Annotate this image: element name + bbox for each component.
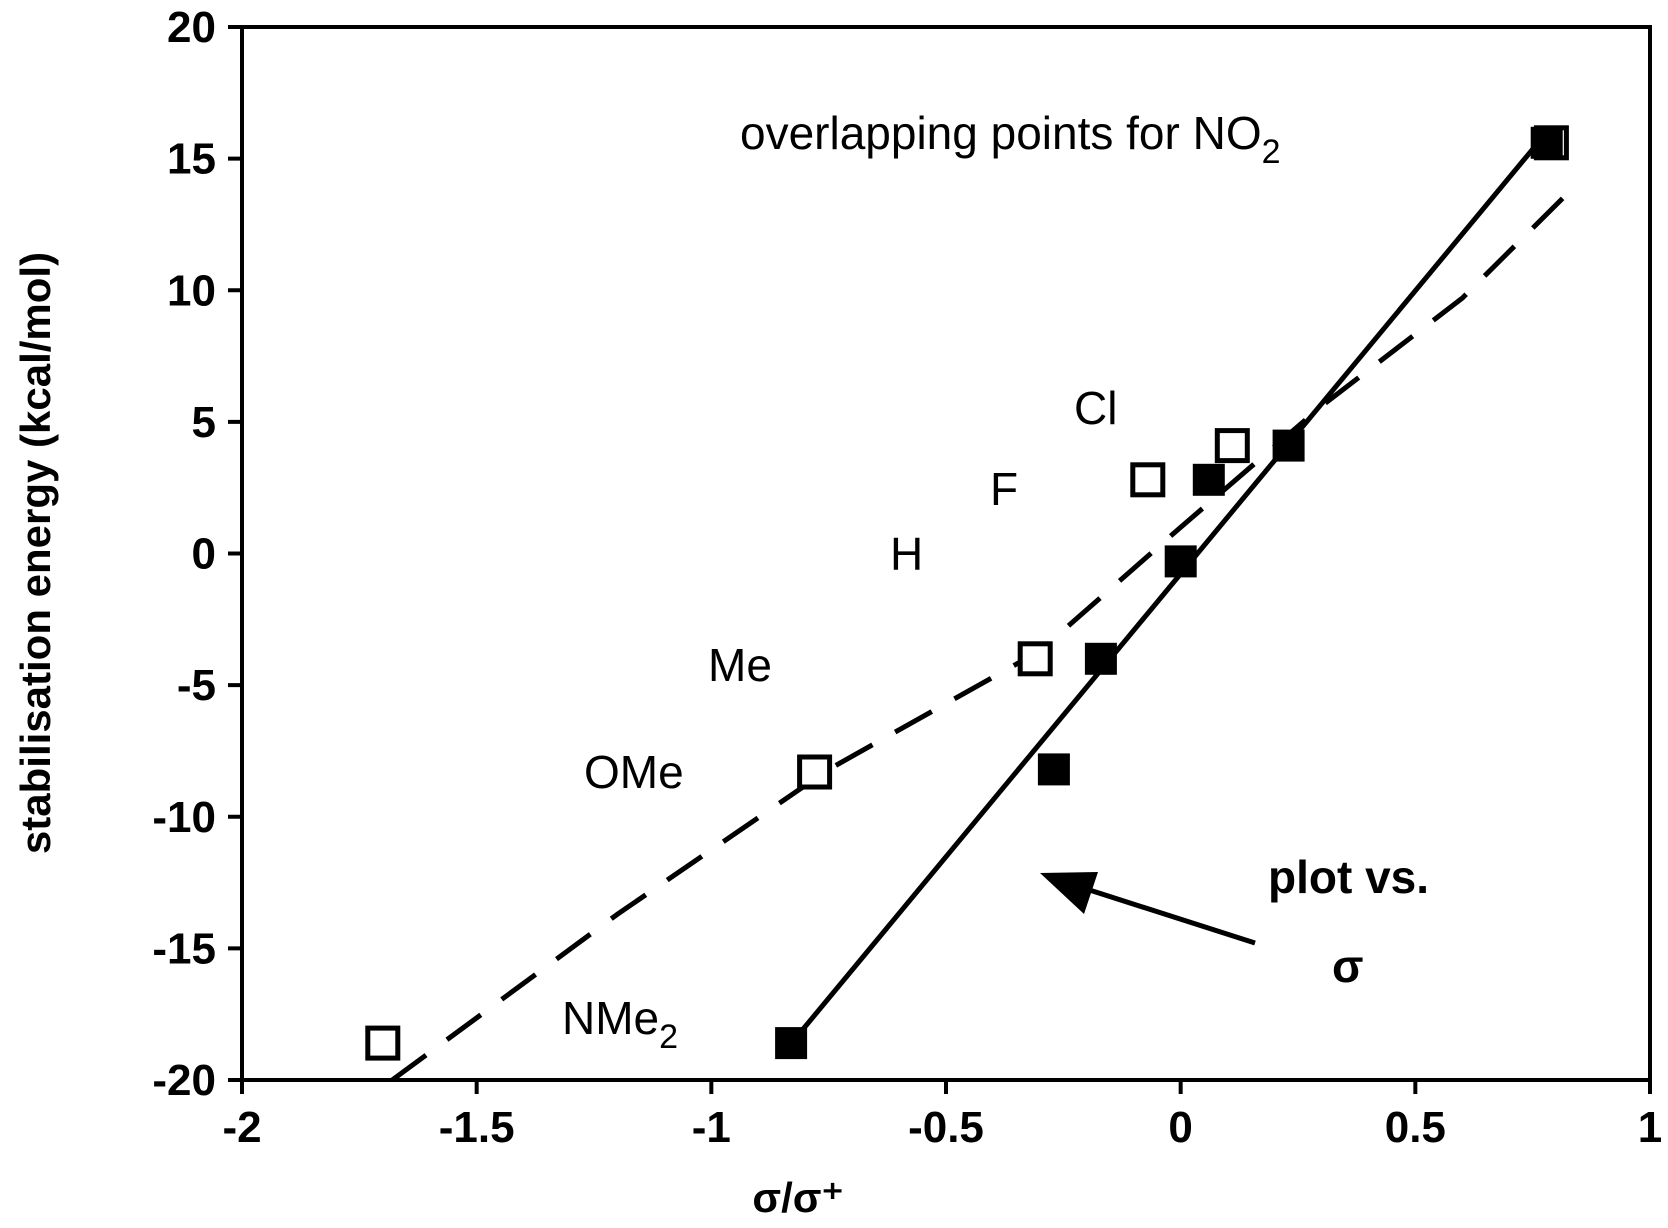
y-tick-label: -15 [152, 924, 216, 973]
x-tick-label: 0.5 [1385, 1103, 1446, 1152]
point-sigma-plus [797, 754, 833, 790]
point-sigma [1272, 429, 1305, 462]
label-h: H [890, 528, 923, 580]
plot-frame [240, 25, 1652, 1082]
fit-lines [390, 130, 1568, 1083]
y-tick-label: 5 [192, 398, 216, 447]
point-sigma [1037, 753, 1070, 786]
y-tick-label: 15 [167, 135, 216, 184]
x-tick-label: -2 [222, 1103, 261, 1152]
fit-line-solid [793, 130, 1549, 1040]
x-tick-label: -1.5 [439, 1103, 515, 1152]
y-tick-label: 10 [167, 266, 216, 315]
point-sigma [1164, 545, 1197, 578]
label-ome: OMe [584, 746, 684, 798]
overlap-annotation: overlapping points for NO2 [740, 107, 1281, 171]
point-sigma [1530, 126, 1563, 159]
y-tick-label: -5 [177, 661, 216, 710]
label-nme2-subscript: 2 [659, 1018, 678, 1056]
point-sigma [1084, 642, 1117, 675]
point-sigma-plus [365, 1025, 401, 1061]
data-points [365, 125, 1569, 1061]
point-sigma [775, 1027, 808, 1060]
y-tick-label: -20 [152, 1056, 216, 1105]
x-tick-label: -1 [692, 1103, 731, 1152]
label-cl: Cl [1074, 382, 1117, 434]
point-sigma-plus [1214, 428, 1250, 464]
y-tick-label: -10 [152, 793, 216, 842]
x-axis-title: σ/σ⁺ [752, 1174, 843, 1221]
x-tick-label: 1 [1638, 1103, 1662, 1152]
point-sigma-plus [1130, 462, 1166, 498]
y-axis: -20 -15 -10 -5 0 5 10 15 20 [152, 3, 242, 1105]
sigma-annotation-line1: plot vs. [1268, 851, 1429, 903]
y-tick-label: 20 [167, 3, 216, 52]
sigma-annotation-line2: σ [1332, 940, 1363, 992]
point-sigma [1192, 463, 1225, 496]
overlap-annotation-subscript: 2 [1262, 133, 1281, 171]
x-tick-label: 0 [1168, 1103, 1192, 1152]
fit-line-dashed [390, 193, 1568, 1083]
label-me: Me [708, 639, 772, 691]
x-tick-label: -0.5 [908, 1103, 984, 1152]
label-nme2: NMe2 [562, 992, 678, 1056]
label-f: F [990, 463, 1018, 515]
x-axis: -2 -1.5 -1 -0.5 0 0.5 1 [222, 1080, 1662, 1152]
point-sigma-plus [1017, 641, 1053, 677]
y-tick-label: 0 [192, 530, 216, 579]
sigma-arrow-head [1040, 872, 1098, 914]
y-axis-title: stabilisation energy (kcal/mol) [12, 252, 59, 854]
